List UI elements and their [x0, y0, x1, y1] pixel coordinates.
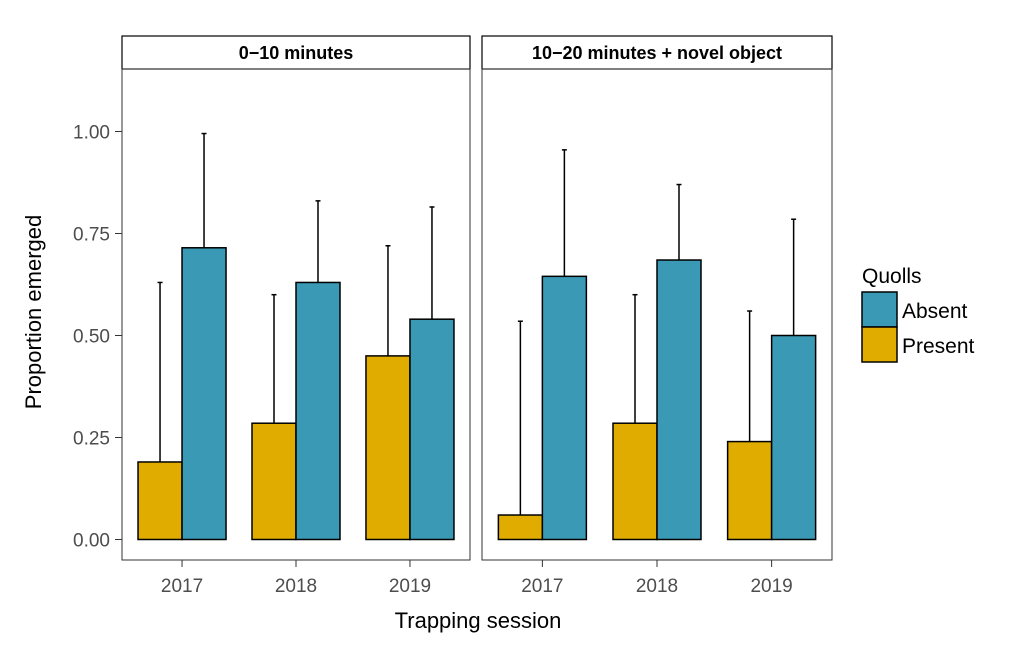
- bar-present-2017: [497, 514, 544, 541]
- bar-absent-2018: [656, 259, 702, 541]
- panel-title: 0−10 minutes: [239, 43, 354, 63]
- x-tick-label: 2017: [161, 576, 203, 597]
- bar-absent-2019: [770, 334, 817, 541]
- bar-present-2019: [365, 355, 411, 541]
- bar-present-2018: [612, 422, 658, 541]
- x-tick-label: 2017: [521, 576, 563, 597]
- x-tick-label: 2018: [275, 576, 317, 597]
- y-axis: 0.00 0.25 0.50 0.75 1.00: [73, 123, 122, 552]
- bar-present-2019: [726, 440, 773, 541]
- strip-box: [121, 35, 471, 70]
- y-axis-title: Proportion emerged: [21, 215, 46, 409]
- x-tick-label: 2019: [750, 576, 792, 597]
- panel-title: 10−20 minutes + novel object: [532, 43, 782, 63]
- x-tick-label: 2018: [636, 576, 678, 597]
- strip-box: [481, 35, 833, 70]
- legend-label-absent: Absent: [902, 300, 968, 323]
- bar-absent-2017: [541, 275, 588, 541]
- legend-title: Quolls: [862, 265, 922, 288]
- bar-present-2018: [251, 422, 297, 541]
- panel-1: 0−10 minutes 2017 2018 2019: [121, 35, 471, 597]
- y-tick-label: 0.00: [73, 531, 110, 552]
- bar-absent-2018: [295, 281, 341, 541]
- panel-2: 10−20 minutes + novel object 2017 2018 2019: [481, 35, 833, 597]
- bar-present-2017: [137, 461, 183, 541]
- y-tick-label: 1.00: [73, 123, 110, 144]
- legend-label-present: Present: [902, 335, 975, 358]
- y-tick-label: 0.75: [73, 225, 110, 246]
- x-tick-label: 2019: [389, 576, 431, 597]
- y-tick-label: 0.25: [73, 429, 110, 450]
- legend: Quolls Absent Present: [861, 265, 975, 363]
- legend-key-absent: [861, 291, 898, 328]
- legend-key-present: [861, 326, 898, 363]
- bar-absent-2019: [409, 318, 455, 541]
- y-tick-label: 0.50: [73, 327, 110, 348]
- x-axis-title: Trapping session: [395, 608, 562, 633]
- bar-absent-2017: [181, 247, 227, 541]
